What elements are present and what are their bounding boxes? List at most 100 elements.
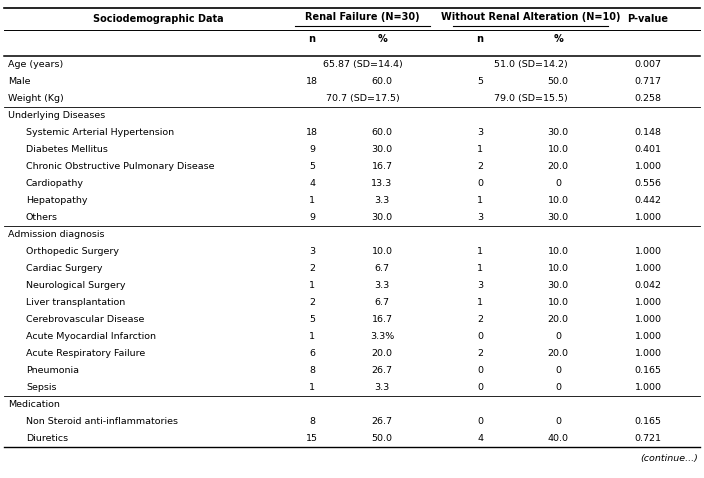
Text: 20.0: 20.0 (548, 315, 569, 324)
Text: Underlying Diseases: Underlying Diseases (8, 111, 106, 120)
Text: 30.0: 30.0 (372, 213, 393, 222)
Text: 70.7 (SD=17.5): 70.7 (SD=17.5) (326, 94, 399, 103)
Text: 0.042: 0.042 (634, 281, 662, 290)
Text: 0.148: 0.148 (634, 128, 662, 137)
Text: Others: Others (26, 213, 58, 222)
Text: Chronic Obstructive Pulmonary Disease: Chronic Obstructive Pulmonary Disease (26, 162, 215, 171)
Text: Neurological Surgery: Neurological Surgery (26, 281, 125, 290)
Text: Admission diagnosis: Admission diagnosis (8, 230, 104, 239)
Text: 0.165: 0.165 (634, 366, 662, 375)
Text: Cardiac Surgery: Cardiac Surgery (26, 264, 103, 273)
Text: 40.0: 40.0 (548, 434, 569, 443)
Text: 65.87 (SD=14.4): 65.87 (SD=14.4) (322, 60, 403, 69)
Text: Renal Failure (N=30): Renal Failure (N=30) (306, 12, 420, 22)
Text: 1: 1 (477, 145, 483, 154)
Text: 8: 8 (309, 366, 315, 375)
Text: 0: 0 (477, 179, 483, 188)
Text: 2: 2 (309, 264, 315, 273)
Text: 60.0: 60.0 (372, 77, 393, 86)
Text: 10.0: 10.0 (548, 196, 569, 205)
Text: 1: 1 (309, 332, 315, 341)
Text: 79.0 (SD=15.5): 79.0 (SD=15.5) (494, 94, 567, 103)
Text: 1.000: 1.000 (634, 264, 662, 273)
Text: 1: 1 (477, 247, 483, 256)
Text: 1.000: 1.000 (634, 162, 662, 171)
Text: %: % (377, 33, 387, 43)
Text: 10.0: 10.0 (372, 247, 393, 256)
Text: 5: 5 (309, 315, 315, 324)
Text: Liver transplantation: Liver transplantation (26, 298, 125, 307)
Text: 3: 3 (477, 281, 483, 290)
Text: 5: 5 (477, 77, 483, 86)
Text: 5: 5 (309, 162, 315, 171)
Text: (continue...): (continue...) (640, 455, 698, 464)
Text: 6.7: 6.7 (375, 298, 389, 307)
Text: 1.000: 1.000 (634, 213, 662, 222)
Text: n: n (477, 33, 484, 43)
Text: 15: 15 (306, 434, 318, 443)
Text: %: % (553, 33, 563, 43)
Text: 0: 0 (555, 366, 561, 375)
Text: 0: 0 (555, 383, 561, 392)
Text: n: n (308, 33, 315, 43)
Text: Sepsis: Sepsis (26, 383, 56, 392)
Text: 10.0: 10.0 (548, 247, 569, 256)
Text: Cerebrovascular Disease: Cerebrovascular Disease (26, 315, 144, 324)
Text: 1: 1 (477, 298, 483, 307)
Text: Diabetes Mellitus: Diabetes Mellitus (26, 145, 108, 154)
Text: 2: 2 (477, 162, 483, 171)
Text: 9: 9 (309, 145, 315, 154)
Text: Hepatopathy: Hepatopathy (26, 196, 87, 205)
Text: Diuretics: Diuretics (26, 434, 68, 443)
Text: 3: 3 (477, 128, 483, 137)
Text: 0.007: 0.007 (634, 60, 662, 69)
Text: 2: 2 (477, 315, 483, 324)
Text: 0: 0 (477, 383, 483, 392)
Text: Cardiopathy: Cardiopathy (26, 179, 84, 188)
Text: 4: 4 (477, 434, 483, 443)
Text: 3: 3 (477, 213, 483, 222)
Text: Without Renal Alteration (N=10): Without Renal Alteration (N=10) (441, 12, 620, 22)
Text: 3.3%: 3.3% (370, 332, 394, 341)
Text: 0.556: 0.556 (634, 179, 662, 188)
Text: Age (years): Age (years) (8, 60, 63, 69)
Text: P-value: P-value (627, 14, 669, 24)
Text: 10.0: 10.0 (548, 145, 569, 154)
Text: 10.0: 10.0 (548, 298, 569, 307)
Text: Acute Myocardial Infarction: Acute Myocardial Infarction (26, 332, 156, 341)
Text: Systemic Arterial Hypertension: Systemic Arterial Hypertension (26, 128, 174, 137)
Text: Orthopedic Surgery: Orthopedic Surgery (26, 247, 119, 256)
Text: 6.7: 6.7 (375, 264, 389, 273)
Text: 60.0: 60.0 (372, 128, 393, 137)
Text: 16.7: 16.7 (372, 315, 393, 324)
Text: 30.0: 30.0 (548, 213, 569, 222)
Text: 0.721: 0.721 (634, 434, 662, 443)
Text: 0: 0 (477, 417, 483, 426)
Text: 20.0: 20.0 (548, 162, 569, 171)
Text: 20.0: 20.0 (548, 349, 569, 358)
Text: 2: 2 (309, 298, 315, 307)
Text: 1: 1 (477, 196, 483, 205)
Text: Male: Male (8, 77, 30, 86)
Text: 4: 4 (309, 179, 315, 188)
Text: 26.7: 26.7 (372, 417, 393, 426)
Text: 0.442: 0.442 (634, 196, 662, 205)
Text: 1.000: 1.000 (634, 247, 662, 256)
Text: Sociodemographic Data: Sociodemographic Data (93, 14, 223, 24)
Text: 8: 8 (309, 417, 315, 426)
Text: 18: 18 (306, 77, 318, 86)
Text: 1.000: 1.000 (634, 332, 662, 341)
Text: 1: 1 (309, 281, 315, 290)
Text: Acute Respiratory Failure: Acute Respiratory Failure (26, 349, 145, 358)
Text: 10.0: 10.0 (548, 264, 569, 273)
Text: 6: 6 (309, 349, 315, 358)
Text: 16.7: 16.7 (372, 162, 393, 171)
Text: 3: 3 (309, 247, 315, 256)
Text: 0: 0 (555, 332, 561, 341)
Text: 1.000: 1.000 (634, 383, 662, 392)
Text: 51.0 (SD=14.2): 51.0 (SD=14.2) (494, 60, 567, 69)
Text: 0: 0 (555, 417, 561, 426)
Text: 0.401: 0.401 (634, 145, 662, 154)
Text: 0: 0 (477, 332, 483, 341)
Text: 20.0: 20.0 (372, 349, 393, 358)
